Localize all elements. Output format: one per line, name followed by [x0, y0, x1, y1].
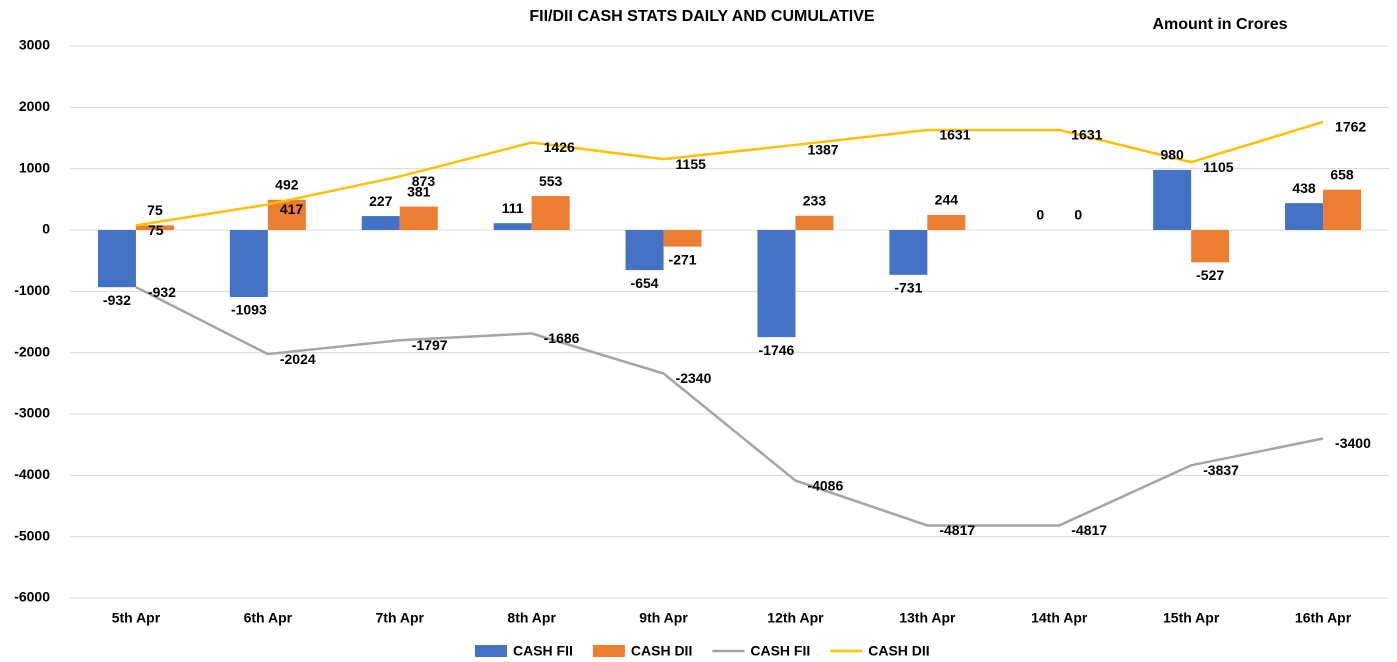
bar-label: 381: [407, 183, 431, 199]
bar: [531, 196, 570, 230]
bar-label: 553: [539, 173, 563, 189]
bar: [229, 230, 268, 298]
x-tick-label: 8th Apr: [507, 610, 556, 626]
x-tick-label: 12th Apr: [767, 610, 824, 626]
bar: [135, 225, 174, 230]
line-label: 873: [412, 173, 436, 189]
annotation: Amount in Crores: [1152, 16, 1287, 33]
bar-label: 0: [1074, 207, 1082, 223]
bar: [927, 215, 966, 230]
bar: [1191, 230, 1230, 263]
line: [135, 286, 1324, 527]
line-label: 1631: [1071, 127, 1102, 143]
bar: [757, 230, 796, 338]
line-label: 1155: [676, 156, 707, 172]
bar: [795, 215, 834, 230]
bar-label: -932: [103, 292, 131, 308]
bar-label: 227: [369, 193, 393, 209]
y-tick-label: -6000: [14, 589, 50, 605]
x-tick-label: 14th Apr: [1031, 610, 1088, 626]
bar: [97, 230, 136, 288]
line-label: 75: [148, 222, 164, 238]
line: [135, 120, 1324, 227]
x-tick-label: 5th Apr: [112, 610, 161, 626]
line-label: -4086: [807, 477, 843, 493]
line-label: -2024: [280, 351, 316, 367]
bar-label: 75: [147, 202, 163, 218]
line-label: -932: [148, 284, 176, 300]
line-label: -4817: [939, 522, 975, 538]
y-tick-label: 2000: [19, 98, 50, 114]
bar: [1153, 169, 1192, 230]
bar-label: -271: [669, 251, 697, 267]
y-tick-label: 3000: [19, 37, 50, 53]
legend-label: CASH DII: [631, 643, 692, 659]
x-tick-label: 16th Apr: [1295, 610, 1352, 626]
line-label: 1631: [939, 127, 970, 143]
bar-label: 244: [935, 192, 959, 208]
line-label: -3400: [1335, 435, 1371, 451]
line-label: -1797: [412, 337, 448, 353]
y-tick-label: -3000: [14, 405, 50, 421]
bar-label: 438: [1292, 180, 1316, 196]
bar-label: 111: [502, 200, 524, 216]
x-tick-label: 7th Apr: [376, 610, 425, 626]
bar-label: 980: [1160, 147, 1184, 163]
y-tick-label: -5000: [14, 527, 50, 543]
bar: [399, 206, 438, 230]
bar: [625, 230, 664, 271]
line-label: 1426: [544, 139, 575, 155]
bar: [267, 199, 306, 230]
chart-title: FII/DII CASH STATS DAILY AND CUMULATIVE: [529, 8, 875, 25]
legend-swatch: [592, 645, 625, 657]
bar-label: -654: [631, 275, 659, 291]
legend-swatch: [475, 645, 507, 657]
x-tick-label: 9th Apr: [639, 610, 688, 626]
line-label: 1105: [1203, 159, 1234, 175]
y-tick-label: 1000: [19, 159, 50, 175]
bar-label: -527: [1196, 267, 1224, 283]
legend-label: CASH DII: [868, 643, 929, 659]
legend-label: CASH FII: [750, 643, 810, 659]
bar: [889, 230, 928, 275]
line-label: 1762: [1335, 119, 1366, 135]
x-tick-label: 13th Apr: [899, 610, 956, 626]
y-tick-label: 0: [42, 221, 50, 237]
y-tick-label: -4000: [14, 466, 50, 482]
bar-label: 0: [1036, 207, 1044, 223]
y-tick-label: -2000: [14, 343, 50, 359]
x-tick-label: 6th Apr: [244, 610, 293, 626]
bar: [663, 230, 702, 247]
bar-label: 233: [803, 192, 827, 208]
bar-label: -731: [894, 280, 922, 296]
legend-label: CASH FII: [513, 643, 573, 659]
bar: [493, 223, 532, 230]
line-label: 1387: [807, 142, 838, 158]
bar: [1285, 203, 1324, 230]
line-label: -2340: [676, 370, 712, 386]
line-label: -1686: [544, 330, 580, 346]
bar: [361, 216, 400, 230]
line-label: -3837: [1203, 462, 1239, 478]
bar-label: 492: [275, 177, 299, 193]
bar-label: 658: [1330, 166, 1354, 182]
line-label: -4817: [1071, 522, 1107, 538]
bar-label: -1746: [759, 342, 795, 358]
y-tick-label: -1000: [14, 282, 50, 298]
line-label: 417: [280, 201, 304, 217]
x-tick-label: 15th Apr: [1163, 610, 1220, 626]
bar: [1323, 189, 1362, 230]
bar-label: -1093: [231, 302, 267, 318]
